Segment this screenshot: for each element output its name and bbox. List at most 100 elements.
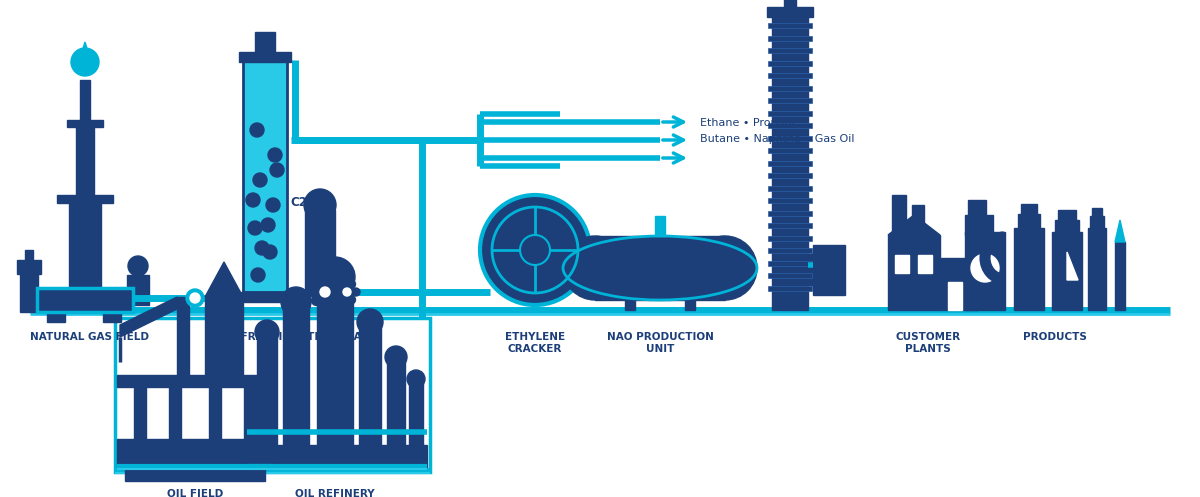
Bar bbox=[134, 377, 146, 439]
Circle shape bbox=[348, 296, 355, 304]
Circle shape bbox=[385, 346, 407, 368]
Circle shape bbox=[268, 148, 282, 162]
Text: OIL REFINERY: OIL REFINERY bbox=[295, 489, 374, 497]
Bar bbox=[239, 52, 292, 62]
Circle shape bbox=[563, 236, 628, 300]
Bar bbox=[912, 205, 924, 237]
Circle shape bbox=[186, 289, 204, 307]
Circle shape bbox=[190, 293, 200, 303]
Bar bbox=[948, 282, 962, 310]
Bar bbox=[768, 98, 812, 103]
Bar bbox=[1090, 216, 1104, 230]
Bar bbox=[685, 292, 695, 310]
Bar bbox=[283, 302, 310, 467]
Bar bbox=[1021, 204, 1037, 216]
Polygon shape bbox=[205, 262, 242, 297]
Bar bbox=[784, 0, 796, 9]
Bar bbox=[37, 290, 133, 310]
Bar bbox=[768, 23, 812, 28]
Bar bbox=[1014, 228, 1044, 310]
Bar bbox=[37, 288, 133, 312]
Bar bbox=[209, 377, 221, 439]
Polygon shape bbox=[888, 215, 940, 235]
Circle shape bbox=[338, 280, 347, 288]
Circle shape bbox=[320, 287, 330, 297]
Circle shape bbox=[358, 309, 383, 335]
Bar bbox=[625, 292, 635, 310]
Circle shape bbox=[314, 282, 335, 302]
Bar bbox=[768, 136, 812, 141]
Bar bbox=[768, 185, 812, 190]
Bar bbox=[242, 60, 287, 292]
Bar bbox=[965, 232, 1006, 310]
Bar bbox=[968, 200, 986, 218]
Circle shape bbox=[694, 236, 757, 300]
Circle shape bbox=[352, 288, 360, 296]
Bar bbox=[892, 195, 906, 237]
Circle shape bbox=[248, 221, 262, 235]
Polygon shape bbox=[77, 42, 94, 68]
Bar bbox=[655, 216, 665, 236]
Circle shape bbox=[281, 287, 311, 317]
Bar bbox=[918, 255, 932, 273]
Circle shape bbox=[971, 254, 998, 282]
Bar bbox=[25, 250, 34, 262]
Bar bbox=[80, 80, 90, 122]
Bar bbox=[965, 215, 994, 235]
Bar bbox=[169, 377, 181, 439]
Bar bbox=[768, 61, 812, 66]
Bar bbox=[257, 332, 277, 467]
Bar bbox=[768, 260, 812, 265]
Circle shape bbox=[256, 320, 278, 344]
Text: NGL FRACTIONATION PLANT: NGL FRACTIONATION PLANT bbox=[212, 332, 377, 342]
Circle shape bbox=[320, 275, 330, 285]
Bar bbox=[359, 322, 382, 467]
Circle shape bbox=[256, 241, 269, 255]
Bar bbox=[256, 32, 275, 54]
Bar bbox=[768, 35, 812, 40]
Circle shape bbox=[253, 173, 266, 187]
Polygon shape bbox=[188, 290, 202, 306]
Circle shape bbox=[480, 195, 590, 305]
Circle shape bbox=[266, 198, 280, 212]
Text: OIL FIELD: OIL FIELD bbox=[167, 489, 223, 497]
Bar bbox=[247, 445, 427, 467]
Circle shape bbox=[308, 287, 318, 297]
Bar bbox=[768, 73, 812, 78]
Bar bbox=[127, 275, 149, 305]
Bar bbox=[768, 198, 812, 203]
Bar bbox=[47, 310, 65, 322]
Bar bbox=[115, 318, 430, 472]
Bar bbox=[768, 248, 812, 253]
Circle shape bbox=[270, 163, 284, 177]
Bar bbox=[768, 48, 812, 53]
Bar bbox=[125, 467, 265, 481]
Bar bbox=[17, 260, 41, 274]
Bar bbox=[1052, 232, 1082, 310]
Bar bbox=[58, 195, 113, 203]
Bar bbox=[768, 211, 812, 216]
Circle shape bbox=[314, 257, 355, 297]
Text: C2H6: C2H6 bbox=[290, 195, 325, 209]
Bar bbox=[239, 292, 292, 302]
Circle shape bbox=[329, 278, 338, 289]
Bar bbox=[1092, 208, 1102, 218]
Polygon shape bbox=[120, 297, 178, 337]
Polygon shape bbox=[1115, 220, 1126, 242]
Bar bbox=[67, 120, 103, 127]
Circle shape bbox=[338, 296, 347, 304]
Bar bbox=[767, 7, 814, 17]
Circle shape bbox=[520, 235, 550, 265]
Circle shape bbox=[320, 299, 330, 309]
Circle shape bbox=[71, 48, 98, 76]
Bar bbox=[772, 15, 808, 310]
Text: NATURAL GAS FIELD: NATURAL GAS FIELD bbox=[30, 332, 150, 342]
Bar bbox=[768, 173, 812, 178]
Bar bbox=[768, 110, 812, 115]
Circle shape bbox=[262, 218, 275, 232]
Text: NAO PRODUCTION
UNIT: NAO PRODUCTION UNIT bbox=[606, 332, 714, 353]
Bar bbox=[595, 236, 725, 300]
Bar bbox=[768, 85, 812, 90]
Bar bbox=[20, 272, 38, 312]
Bar bbox=[768, 273, 812, 278]
